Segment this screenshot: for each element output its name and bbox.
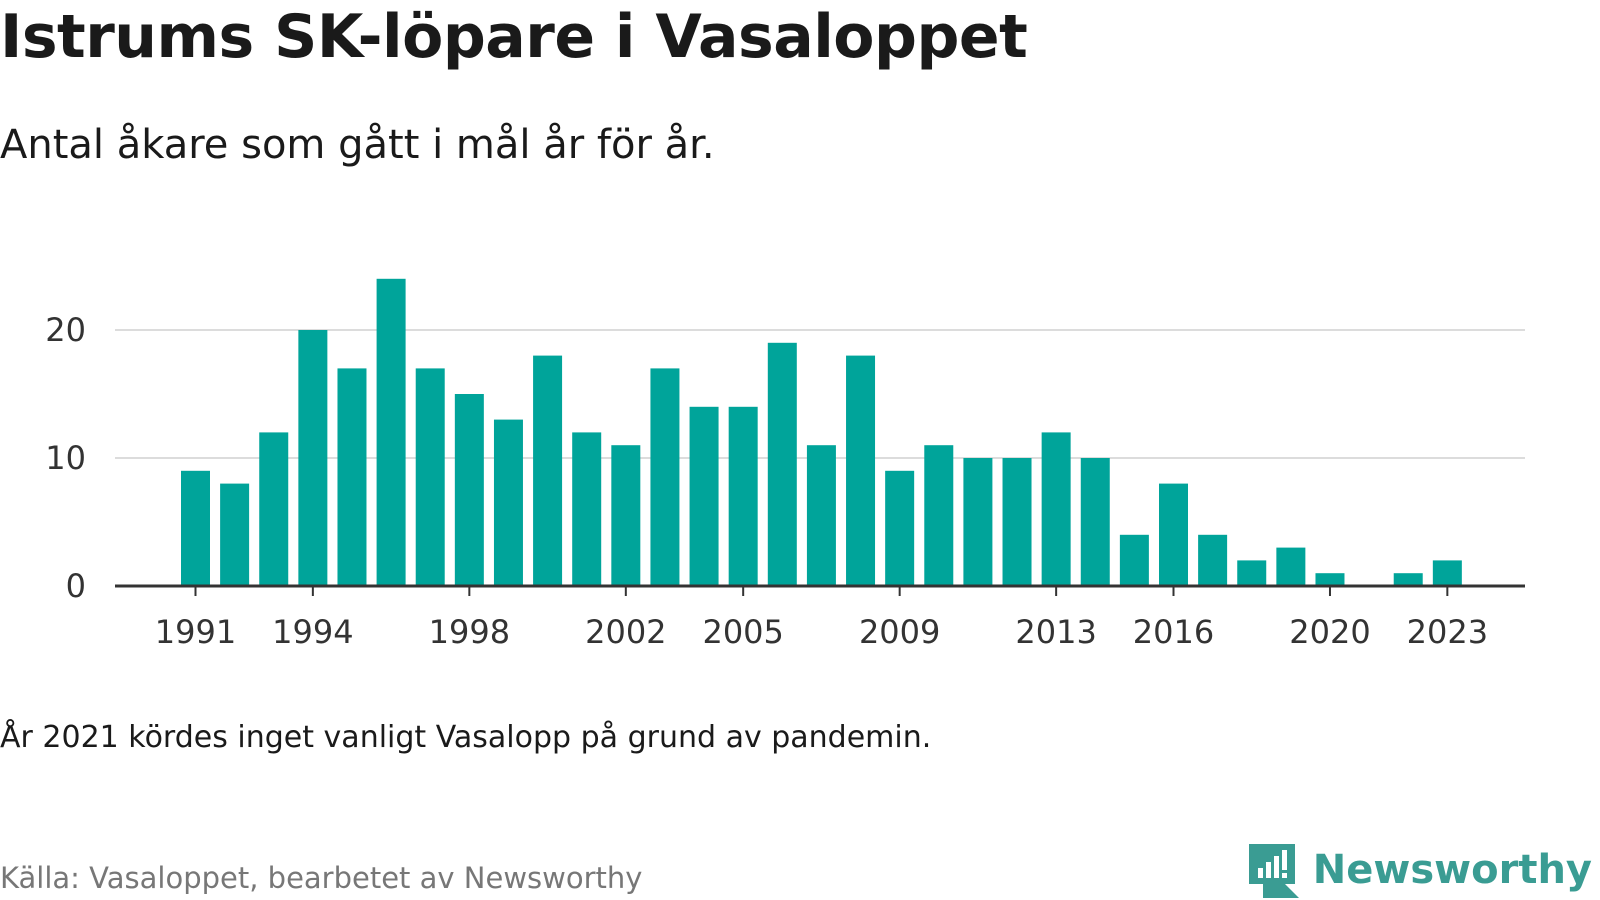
y-tick-label: 20: [45, 311, 86, 349]
x-tick-label: 2009: [859, 613, 940, 651]
bar-2010: [924, 445, 954, 586]
bar-2011: [963, 458, 993, 586]
newsworthy-logo: Newsworthy: [1245, 840, 1592, 900]
y-tick-label: 10: [45, 439, 86, 477]
chart-subtitle: Antal åkare som gått i mål år för år.: [0, 122, 715, 168]
x-tick-label: 2023: [1407, 613, 1488, 651]
bar-2018: [1237, 560, 1267, 586]
bar-2007: [806, 445, 836, 586]
bar-1998: [454, 394, 484, 586]
chart-note: År 2021 kördes inget vanligt Vasalopp på…: [0, 720, 932, 755]
bar-2002: [611, 445, 641, 586]
chart-title: Istrums SK-löpare i Vasaloppet: [0, 2, 1028, 72]
axes: 0 10 20 1991 1994 1998 2002 2005 2009 2013 2016 202…: [45, 311, 1525, 651]
bars: [181, 278, 1462, 586]
bar-2014: [1080, 458, 1110, 586]
x-tick-label: 2020: [1289, 613, 1370, 651]
bar-2009: [885, 470, 915, 586]
source-credit: Källa: Vasaloppet, bearbetet av Newswort…: [0, 861, 643, 895]
bar-2020: [1315, 573, 1345, 586]
bar-2001: [572, 432, 602, 586]
bar-2022: [1393, 573, 1423, 586]
brand-name: Newsworthy: [1312, 847, 1592, 893]
bar-1999: [493, 419, 523, 586]
bar-2017: [1198, 534, 1228, 586]
x-tick-label: 2002: [585, 613, 666, 651]
x-tick-label: 1991: [155, 613, 236, 651]
bar-2006: [767, 342, 797, 586]
bar-1992: [220, 483, 250, 586]
bar-1993: [259, 432, 289, 586]
bar-1994: [298, 330, 328, 586]
bar-1996: [376, 278, 406, 586]
x-tick-label: 1994: [272, 613, 353, 651]
x-tick-label: 2013: [1015, 613, 1096, 651]
x-tick-label: 2005: [702, 613, 783, 651]
bar-2012: [1002, 458, 1032, 586]
bar-2000: [533, 355, 563, 586]
newsworthy-icon: [1248, 844, 1299, 898]
bar-1995: [337, 368, 367, 586]
bar-2015: [1119, 534, 1149, 586]
bar-chart: 0 10 20 1991 1994 1998 2002 2005 2009 2013 2016 202…: [45, 278, 1525, 651]
bar-2013: [1041, 432, 1071, 586]
bar-2004: [689, 406, 719, 586]
bar-2016: [1159, 483, 1188, 586]
bar-2008: [846, 355, 876, 586]
bar-2003: [650, 368, 680, 586]
y-tick-label: 0: [66, 567, 86, 605]
bar-2005: [728, 406, 758, 586]
bar-2019: [1276, 547, 1306, 586]
bar-2023: [1432, 560, 1462, 586]
bar-1991: [181, 470, 210, 586]
bar-1997: [415, 368, 445, 586]
x-tick-label: 2016: [1133, 613, 1214, 651]
x-tick-label: 1998: [429, 613, 510, 651]
